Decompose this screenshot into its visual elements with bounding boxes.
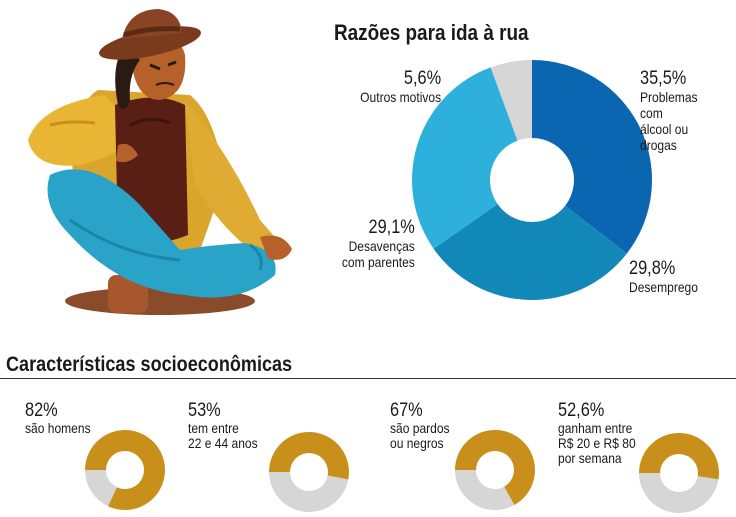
donut-segment-value	[639, 433, 719, 480]
stat-label: tem entre 22 e 44 anos	[188, 420, 258, 451]
slice-value-family: 29,1%	[368, 217, 415, 238]
donut-slice-2	[411, 67, 518, 249]
slice-label-other: Outros motivos	[360, 89, 441, 105]
stat-value: 53%	[188, 400, 221, 421]
stat-value: 67%	[390, 400, 423, 421]
stat-age: 53% tem entre 22 e 44 anos	[188, 400, 269, 451]
stat-label: são homens	[25, 420, 91, 436]
main-donut-chart	[411, 60, 653, 301]
slice-label-group-other: 5,6% Outros motivos	[347, 68, 441, 105]
donut-slice-0	[532, 60, 653, 254]
donut-segment-value	[455, 430, 535, 506]
stat-value: 82%	[25, 400, 58, 421]
small-donut-income	[639, 433, 719, 514]
stat-men: 82% são homens	[25, 400, 101, 436]
small-donut-race	[455, 430, 535, 510]
stat-label: ganham entre R$ 20 e R$ 80 por semana	[558, 420, 636, 466]
seated-man-illustration	[28, 9, 292, 315]
donut-segment-rest	[269, 472, 349, 512]
slice-value-alcohol: 35,5%	[640, 68, 687, 89]
stat-race: 67% são pardos ou negros	[390, 400, 459, 451]
donut-slice-3	[490, 60, 532, 141]
section-divider	[0, 378, 736, 379]
section-title: Características socioeconômicas	[6, 353, 293, 376]
donut-segment-value	[269, 432, 349, 480]
donut-segment-value	[85, 430, 165, 510]
stat-value: 52,6%	[558, 400, 605, 421]
small-donut-men	[85, 430, 165, 510]
donut-segment-rest	[85, 470, 117, 507]
chart-title: Razões para ida à rua	[334, 20, 529, 45]
donut-segment-rest	[639, 473, 719, 514]
slice-label-group-alcohol: 35,5% Problemas com álcool ou drogas	[640, 68, 736, 153]
slice-label-family: Desavenças com parentes	[342, 238, 415, 270]
small-donut-age	[269, 432, 349, 512]
stat-income: 52,6% ganham entre R$ 20 e R$ 80 por sem…	[558, 400, 648, 466]
slice-value-other: 5,6%	[403, 68, 441, 89]
donut-segment-rest	[455, 470, 515, 510]
slice-label-group-unemployment: 29,8% Desemprego	[629, 258, 709, 295]
donut-slice-1	[433, 204, 627, 301]
slice-label-unemployment: Desemprego	[629, 279, 698, 295]
stat-label: são pardos ou negros	[390, 420, 450, 451]
slice-label-alcohol: Problemas com álcool ou drogas	[640, 89, 698, 153]
slice-label-group-family: 29,1% Desavenças com parentes	[330, 217, 415, 270]
slice-value-unemployment: 29,8%	[629, 258, 676, 279]
